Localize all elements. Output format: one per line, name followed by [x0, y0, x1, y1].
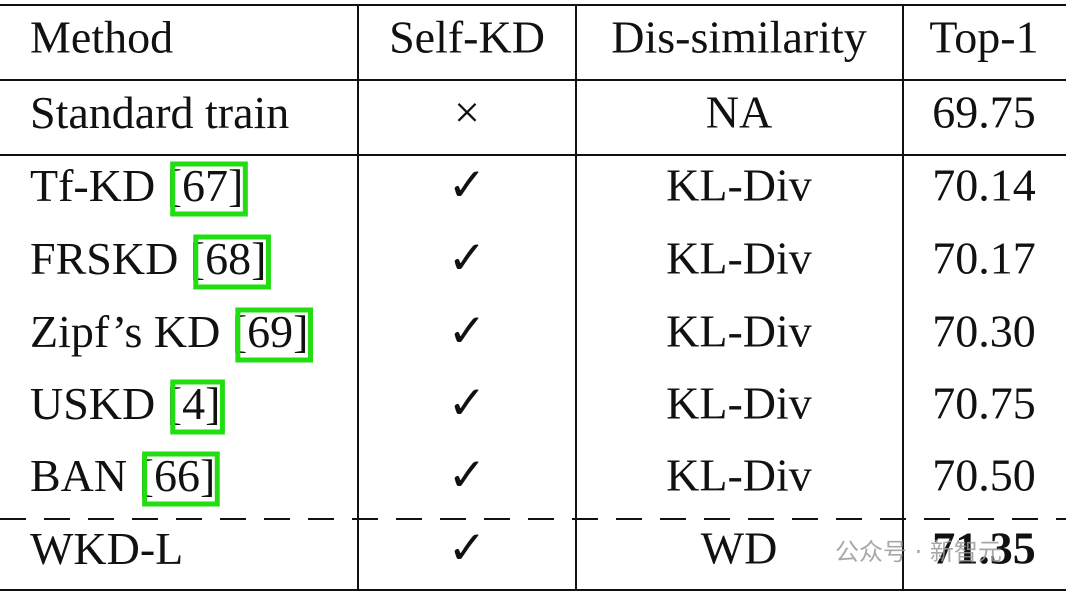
header-cell: Dis-similarity [611, 12, 867, 63]
citation-box [142, 451, 220, 507]
self-kd-cell: ✓ [448, 233, 487, 284]
self-kd-cell: × [454, 87, 480, 138]
top1-cell: 70.75 [932, 378, 1036, 429]
method-cell: Standard train [30, 87, 289, 138]
method-name: Tf-KD [30, 160, 167, 211]
citation: [4] [167, 378, 221, 429]
top1-cell: 70.30 [932, 306, 1036, 357]
method-cell: Zipf’s KD [69] [30, 306, 309, 357]
method-name: USKD [30, 378, 167, 429]
dissimilarity-cell: KL-Div [666, 450, 812, 501]
citation-box [235, 307, 313, 363]
self-kd-cell: ✓ [448, 523, 487, 574]
citation-box [170, 161, 248, 217]
watermark: 公众号 · 新智元 [835, 538, 1002, 566]
dissimilarity-cell: KL-Div [666, 378, 812, 429]
method-name: BAN [30, 450, 139, 501]
header-cell: Self-KD [389, 12, 545, 63]
dissimilarity-cell: KL-Div [666, 306, 812, 357]
top1-cell: 70.50 [932, 450, 1036, 501]
citation: [69] [232, 306, 309, 357]
header-cell: Top-1 [929, 12, 1038, 63]
dissimilarity-cell: KL-Div [666, 160, 812, 211]
self-kd-cell: ✓ [448, 306, 487, 357]
method-cell: WKD-L [30, 523, 183, 574]
citation: [66] [139, 450, 216, 501]
method-cell: FRSKD [68] [30, 233, 266, 284]
self-kd-cell: ✓ [448, 378, 487, 429]
method-cell: Tf-KD [67] [30, 160, 243, 211]
method-cell: BAN [66] [30, 450, 215, 501]
method-name: FRSKD [30, 233, 190, 284]
top1-cell: 70.17 [932, 233, 1036, 284]
self-kd-cell: ✓ [448, 450, 487, 501]
citation: [67] [167, 160, 244, 211]
method-name: Standard train [30, 87, 289, 138]
citation: [68] [190, 233, 267, 284]
dissimilarity-cell: WD [701, 523, 778, 574]
dissimilarity-cell: NA [706, 87, 772, 138]
top1-cell: 71.35 [932, 523, 1036, 574]
method-name: WKD-L [30, 523, 183, 574]
self-kd-cell: ✓ [448, 160, 487, 211]
header-cell: Method [30, 12, 173, 63]
citation-box [193, 234, 271, 290]
top1-cell: 69.75 [932, 87, 1036, 138]
method-name: Zipf’s KD [30, 306, 232, 357]
citation-box [170, 379, 225, 435]
dissimilarity-cell: KL-Div [666, 233, 812, 284]
top1-cell: 70.14 [932, 160, 1036, 211]
method-cell: USKD [4] [30, 378, 220, 429]
